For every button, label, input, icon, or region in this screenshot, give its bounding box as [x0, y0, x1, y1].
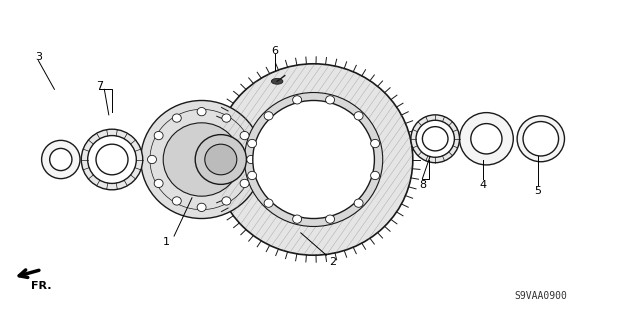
Ellipse shape: [81, 129, 143, 190]
Ellipse shape: [411, 115, 460, 163]
Ellipse shape: [197, 108, 206, 116]
Text: FR.: FR.: [31, 281, 51, 291]
Ellipse shape: [88, 136, 136, 183]
Ellipse shape: [240, 179, 249, 188]
Ellipse shape: [172, 197, 181, 205]
Ellipse shape: [244, 93, 383, 226]
Text: 2: 2: [329, 256, 337, 267]
Ellipse shape: [141, 100, 262, 219]
Ellipse shape: [214, 64, 413, 255]
Text: 1: 1: [163, 237, 170, 248]
Text: 4: 4: [479, 180, 487, 190]
Ellipse shape: [264, 112, 273, 120]
Ellipse shape: [354, 199, 363, 207]
Ellipse shape: [222, 114, 231, 122]
Ellipse shape: [460, 113, 513, 165]
Ellipse shape: [271, 78, 283, 84]
Ellipse shape: [163, 123, 240, 196]
Ellipse shape: [205, 144, 237, 175]
Ellipse shape: [42, 140, 80, 179]
Ellipse shape: [154, 131, 163, 140]
Ellipse shape: [248, 139, 257, 148]
Ellipse shape: [264, 199, 273, 207]
Text: 3: 3: [35, 52, 42, 63]
Ellipse shape: [247, 155, 256, 164]
Ellipse shape: [354, 112, 363, 120]
Ellipse shape: [222, 197, 231, 205]
Ellipse shape: [517, 116, 564, 162]
Ellipse shape: [471, 123, 502, 154]
Ellipse shape: [326, 215, 335, 223]
Ellipse shape: [416, 120, 454, 157]
Ellipse shape: [292, 96, 301, 104]
Ellipse shape: [253, 100, 374, 219]
Ellipse shape: [371, 139, 380, 148]
Ellipse shape: [248, 171, 257, 180]
Ellipse shape: [195, 135, 246, 184]
Ellipse shape: [523, 122, 559, 156]
Ellipse shape: [154, 179, 163, 188]
Text: 8: 8: [419, 180, 426, 190]
Ellipse shape: [96, 144, 128, 175]
Ellipse shape: [240, 131, 249, 140]
Ellipse shape: [50, 148, 72, 171]
Text: 5: 5: [534, 186, 541, 197]
Text: S9VAA0900: S9VAA0900: [515, 292, 567, 301]
Ellipse shape: [148, 155, 157, 164]
Text: 6: 6: [272, 46, 278, 56]
Text: 7: 7: [95, 81, 103, 91]
Ellipse shape: [197, 203, 206, 211]
Ellipse shape: [292, 215, 301, 223]
Ellipse shape: [422, 127, 448, 151]
Ellipse shape: [326, 96, 335, 104]
Ellipse shape: [172, 114, 181, 122]
Ellipse shape: [371, 171, 380, 180]
